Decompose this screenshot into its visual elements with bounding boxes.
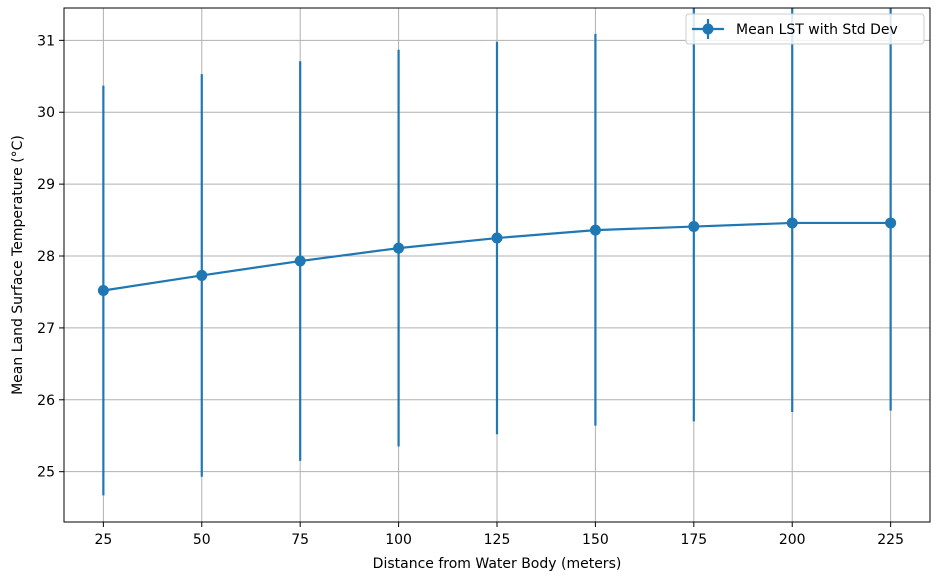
data-point <box>393 242 405 254</box>
y-tick-label: 26 <box>37 393 55 409</box>
legend-marker-swatch <box>702 23 714 35</box>
x-tick-label: 25 <box>94 532 112 548</box>
y-tick-label: 29 <box>37 177 55 193</box>
y-tick-label: 25 <box>37 465 55 481</box>
data-point <box>885 217 897 229</box>
x-tick-label: 150 <box>582 532 609 548</box>
x-tick-label: 125 <box>484 532 511 548</box>
data-point <box>688 221 700 233</box>
data-point <box>97 285 109 297</box>
x-tick-label: 100 <box>385 532 412 548</box>
y-tick-label: 31 <box>37 33 55 49</box>
x-tick-label: 225 <box>877 532 904 548</box>
legend-label: Mean LST with Std Dev <box>736 22 898 38</box>
y-tick-label: 27 <box>37 321 55 337</box>
data-point <box>196 269 208 281</box>
data-point <box>589 224 601 236</box>
x-ticks: 25 50 75 100 125 150 175 200 225 <box>94 522 904 548</box>
x-tick-label: 200 <box>779 532 806 548</box>
x-axis-title: Distance from Water Body (meters) <box>373 556 622 572</box>
legend-box <box>685 13 925 45</box>
y-ticks: 25 26 27 28 29 30 31 <box>37 33 64 481</box>
y-tick-label: 30 <box>37 105 55 121</box>
data-point <box>786 217 798 229</box>
x-tick-label: 175 <box>680 532 707 548</box>
data-point <box>491 232 503 244</box>
data-markers <box>97 217 897 297</box>
x-tick-label: 50 <box>193 532 211 548</box>
y-axis-title: Mean Land Surface Temperature (°C) <box>10 135 26 395</box>
y-tick-label: 28 <box>37 249 55 265</box>
legend: Mean LST with Std Dev <box>685 13 925 45</box>
x-tick-label: 75 <box>291 532 309 548</box>
data-point <box>294 255 306 267</box>
